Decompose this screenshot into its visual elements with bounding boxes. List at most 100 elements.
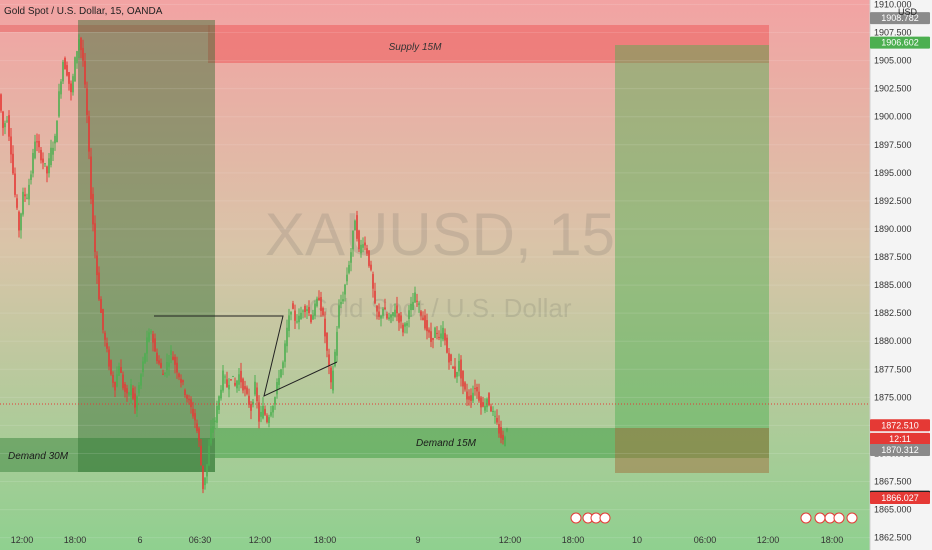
event-icon[interactable] bbox=[800, 512, 812, 524]
watermark-symbol: XAUUSD, 15 bbox=[265, 201, 615, 268]
projection-zone-green[interactable] bbox=[615, 45, 769, 428]
candle-body bbox=[244, 386, 246, 390]
candle-body bbox=[204, 477, 206, 486]
candle-body bbox=[316, 298, 318, 307]
price-badge bbox=[870, 432, 930, 445]
price-tick-label: 1910.000 bbox=[874, 0, 912, 9]
candle-body bbox=[392, 312, 394, 316]
supply-zone[interactable] bbox=[208, 25, 769, 63]
candle-body bbox=[220, 389, 222, 399]
candle-body bbox=[128, 392, 130, 395]
event-icon[interactable] bbox=[814, 512, 826, 524]
candle-body bbox=[154, 338, 156, 352]
candle-body bbox=[196, 423, 198, 432]
candle-body bbox=[144, 353, 146, 363]
candle-body bbox=[40, 149, 42, 161]
event-icon[interactable] bbox=[833, 512, 845, 524]
candle-body bbox=[76, 51, 78, 64]
event-icon[interactable] bbox=[846, 512, 858, 524]
candle-body bbox=[492, 410, 494, 412]
price-badge bbox=[870, 12, 930, 25]
time-tick-label: 10 bbox=[632, 535, 642, 545]
candle-body bbox=[14, 173, 16, 195]
event-icon[interactable] bbox=[599, 512, 611, 524]
candle-body bbox=[4, 123, 6, 128]
candle-body bbox=[466, 391, 468, 400]
candle-body bbox=[94, 223, 96, 252]
candle-body bbox=[12, 153, 14, 174]
candle-body bbox=[412, 301, 414, 310]
candle-body bbox=[378, 311, 380, 317]
dark-highlight-zone[interactable] bbox=[78, 20, 215, 472]
candle-body bbox=[186, 395, 188, 399]
candle-body bbox=[240, 370, 242, 383]
candle-body bbox=[464, 382, 466, 390]
candle-body bbox=[332, 370, 334, 391]
candle-body bbox=[2, 111, 4, 128]
price-badge-label: 1870.312 bbox=[881, 445, 919, 455]
candle-body bbox=[380, 315, 382, 319]
candle-body bbox=[404, 323, 406, 327]
candle-body bbox=[488, 393, 490, 405]
candle-body bbox=[212, 426, 214, 433]
candle-body bbox=[264, 408, 266, 415]
price-tick-label: 1900.000 bbox=[874, 112, 912, 122]
candle-body bbox=[208, 446, 210, 466]
candle-body bbox=[308, 307, 310, 314]
candle-body bbox=[498, 424, 500, 434]
economic-events-icons[interactable] bbox=[570, 512, 858, 524]
candle-body bbox=[52, 147, 54, 155]
candle-body bbox=[354, 220, 356, 231]
price-tick-label: 1897.500 bbox=[874, 140, 912, 150]
candle-body bbox=[356, 215, 358, 239]
candle-body bbox=[158, 360, 160, 364]
candle-body bbox=[330, 367, 332, 383]
candles-layer bbox=[0, 34, 508, 494]
candle-body bbox=[214, 420, 216, 423]
candle-body bbox=[38, 140, 40, 148]
candle-body bbox=[198, 428, 200, 441]
candle-body bbox=[402, 324, 404, 333]
time-tick-label: 18:00 bbox=[314, 535, 337, 545]
candle-body bbox=[286, 327, 288, 347]
candle-body bbox=[312, 315, 314, 320]
candle-body bbox=[358, 230, 360, 250]
candle-body bbox=[470, 395, 472, 401]
candle-body bbox=[360, 244, 362, 254]
candle-body bbox=[472, 392, 474, 401]
candle-body bbox=[326, 332, 328, 351]
candle-body bbox=[290, 311, 292, 315]
candle-body bbox=[276, 382, 278, 395]
candle-body bbox=[420, 311, 422, 316]
time-tick-label: 06:30 bbox=[189, 535, 212, 545]
candle-body bbox=[54, 135, 56, 144]
candle-body bbox=[294, 310, 296, 321]
candle-body bbox=[72, 76, 74, 93]
time-tick-label: 12:00 bbox=[249, 535, 272, 545]
candle-body bbox=[414, 292, 416, 303]
price-badge bbox=[870, 36, 930, 49]
time-tick-label: 18:00 bbox=[64, 535, 87, 545]
projection-zone-brown[interactable] bbox=[615, 428, 769, 473]
event-icon[interactable] bbox=[570, 512, 582, 524]
candle-body bbox=[10, 136, 12, 155]
candle-body bbox=[338, 305, 340, 328]
candle-body bbox=[46, 166, 48, 174]
candle-body bbox=[328, 354, 330, 366]
supply-zone-left-band bbox=[0, 25, 210, 32]
trend-lines-drawing[interactable] bbox=[154, 315, 338, 397]
candle-body bbox=[230, 379, 232, 381]
candle-body bbox=[164, 372, 166, 374]
demand-30m-zone[interactable] bbox=[0, 438, 215, 472]
candle-body bbox=[210, 428, 212, 444]
candle-body bbox=[344, 284, 346, 295]
candle-body bbox=[346, 274, 348, 282]
price-tick-label: 1892.500 bbox=[874, 196, 912, 206]
price-axis-ticks: 1862.5001865.0001867.5001870.0001872.500… bbox=[874, 0, 912, 543]
candle-body bbox=[44, 163, 46, 165]
candle-body bbox=[462, 370, 464, 387]
candle-body bbox=[304, 306, 306, 313]
candle-body bbox=[274, 397, 276, 405]
candle-body bbox=[336, 331, 338, 356]
